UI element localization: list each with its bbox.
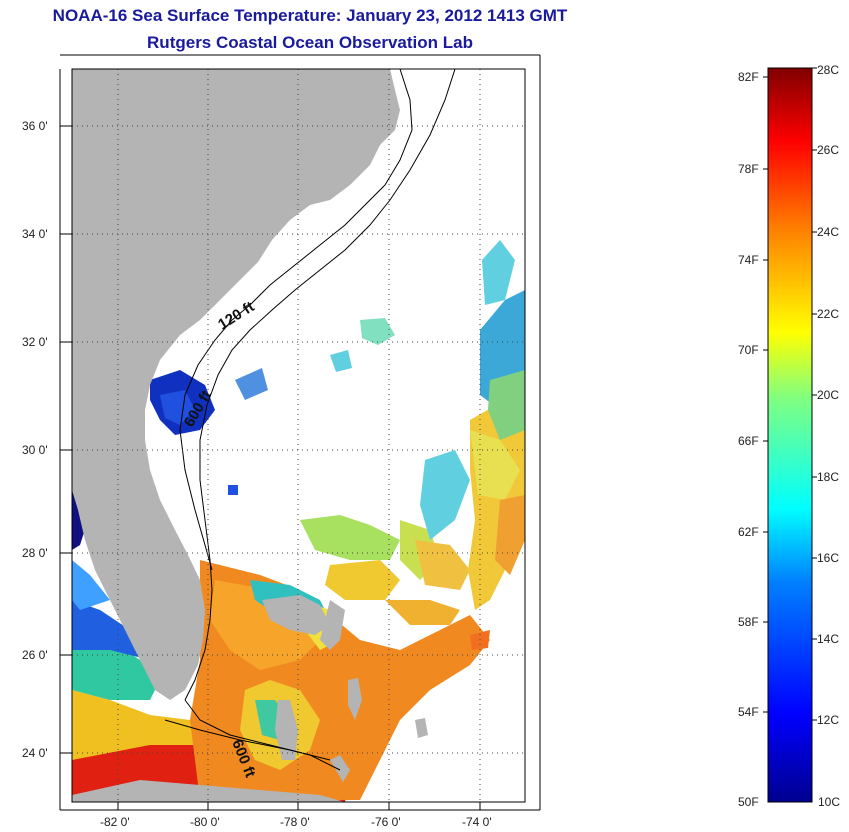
- colorbar-label-f: 54F: [738, 705, 759, 719]
- colorbar-label-f: 58F: [738, 615, 759, 629]
- map-title: NOAA-16 Sea Surface Temperature: January…: [52, 6, 568, 25]
- colorbar-label-c: 20C: [817, 388, 839, 402]
- lat-tick-label: 24 0': [22, 746, 48, 760]
- colorbar-label-f: 74F: [738, 253, 759, 267]
- colorbar-label-c: 26C: [817, 143, 839, 157]
- lat-tick-label: 32 0': [22, 335, 48, 349]
- colorbar-label-c: 16C: [817, 551, 839, 565]
- colorbar-label-c: 12C: [817, 713, 839, 727]
- colorbar-celsius-labels: 28C 26C 24C 22C 20C 18C 16C 14C 12C 10C: [817, 63, 840, 809]
- lat-tick-label: 28 0': [22, 546, 48, 560]
- map-subtitle: Rutgers Coastal Ocean Observation Lab: [147, 33, 473, 52]
- lon-tick-label: -78 0': [280, 815, 310, 829]
- land-layer: [72, 69, 428, 802]
- lat-tick-labels: 36 0' 34 0' 32 0' 30 0' 28 0' 26 0' 24 0…: [22, 119, 48, 760]
- colorbar-fahrenheit-labels: 82F 78F 74F 70F 66F 62F 58F 54F 50F: [738, 70, 759, 809]
- colorbar-gradient: [767, 67, 813, 803]
- lon-tick-label: -82 0': [100, 815, 130, 829]
- colorbar-label-c: 24C: [817, 225, 839, 239]
- lon-tick-label: -80 0': [190, 815, 220, 829]
- lat-tick-label: 30 0': [22, 443, 48, 457]
- colorbar-label-f: 78F: [738, 162, 759, 176]
- sst-data-layer: [72, 240, 525, 802]
- lon-tick-label: -74 0': [462, 815, 492, 829]
- graticule: [72, 69, 525, 802]
- depth-contours: [164, 69, 456, 771]
- colorbar-label-c: 22C: [817, 307, 839, 321]
- colorbar-label-c: 10C: [818, 795, 840, 809]
- colorbar-label-f: 66F: [738, 434, 759, 448]
- colorbar-label-c: 14C: [817, 632, 839, 646]
- colorbar-label-f: 50F: [738, 795, 759, 809]
- lon-tick-labels: -82 0' -80 0' -78 0' -76 0' -74 0': [100, 815, 492, 829]
- axis-ticks: [59, 54, 541, 811]
- colorbar-label-c: 18C: [817, 470, 839, 484]
- lat-tick-label: 36 0': [22, 119, 48, 133]
- lat-tick-label: 34 0': [22, 227, 48, 241]
- colorbar-label-c: 28C: [817, 63, 839, 77]
- colorbar-label-f: 70F: [738, 343, 759, 357]
- lat-tick-label: 26 0': [22, 648, 48, 662]
- lon-tick-label: -76 0': [371, 815, 401, 829]
- colorbar-label-f: 82F: [738, 70, 759, 84]
- colorbar: 82F 78F 74F 70F 66F 62F 58F 54F 50F 28C …: [738, 63, 840, 809]
- colorbar-label-f: 62F: [738, 525, 759, 539]
